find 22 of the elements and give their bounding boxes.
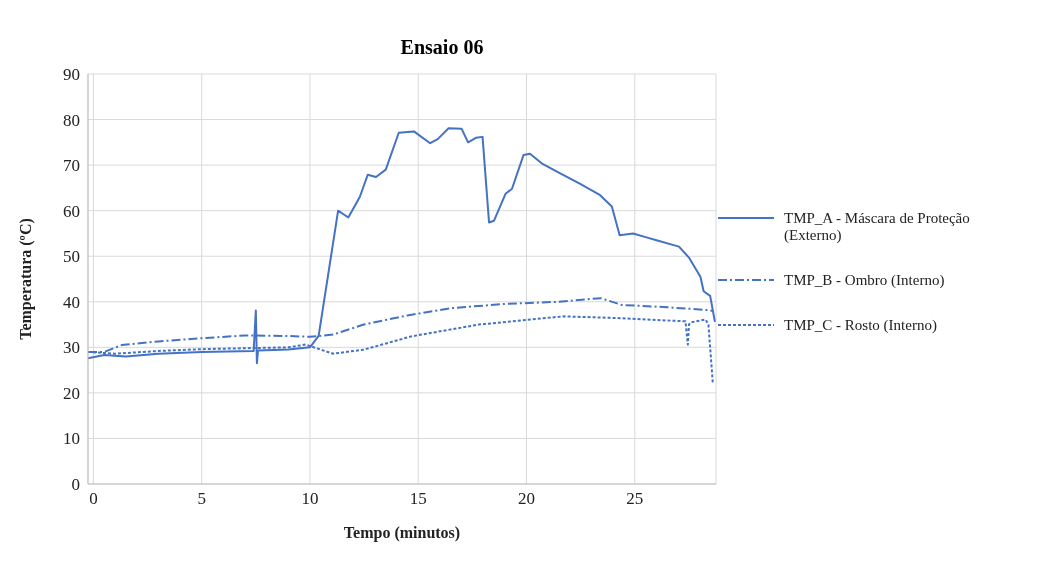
x-tick-label: 10 <box>301 489 319 509</box>
y-tick-label: 50 <box>63 247 80 267</box>
x-tick-label: 15 <box>409 489 427 509</box>
x-axis-title: Tempo (minutos) <box>343 524 461 542</box>
y-tick-label: 70 <box>63 156 80 176</box>
x-tick-label: 20 <box>518 489 536 509</box>
legend-label: TMP_A - Máscara de Proteção (Externo) <box>784 210 971 244</box>
y-tick-label: 30 <box>63 338 80 358</box>
y-tick-label: 80 <box>63 110 80 130</box>
chart-title: Ensaio 06 <box>400 36 484 58</box>
x-tick-label: 5 <box>197 489 206 509</box>
y-tick-label: 60 <box>63 201 80 221</box>
legend-label: TMP_B - Ombro (Interno) <box>784 272 945 289</box>
y-tick-label: 0 <box>71 475 80 495</box>
legend-label: TMP_C - Rosto (Interno) <box>784 317 937 334</box>
y-axis-title: Temperatura (ºC) <box>16 218 35 340</box>
y-tick-label: 90 <box>63 65 80 85</box>
x-tick-label: 0 <box>89 489 98 509</box>
y-tick-label: 40 <box>63 292 80 312</box>
y-tick-label: 10 <box>63 429 80 449</box>
x-tick-label: 25 <box>626 489 644 509</box>
y-tick-label: 20 <box>63 383 80 403</box>
